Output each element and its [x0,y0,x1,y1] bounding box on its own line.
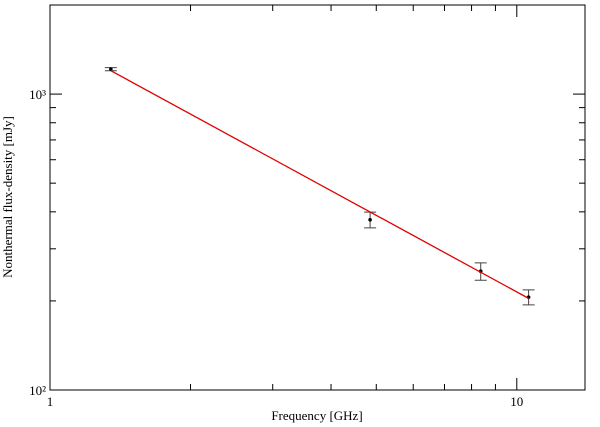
x-tick-label: 10 [510,394,523,409]
data-point [368,217,372,222]
x-tick-label: 1 [47,394,54,409]
plot-frame [49,4,586,391]
y-tick-label: 10² [29,383,46,398]
fit-line [110,70,529,299]
y-axis-label: Nonthermal flux-density [mJy] [0,116,15,278]
data-point [109,67,113,71]
x-axis-label: Frequency [GHz] [271,408,362,423]
y-tick-label: 10³ [29,87,46,102]
